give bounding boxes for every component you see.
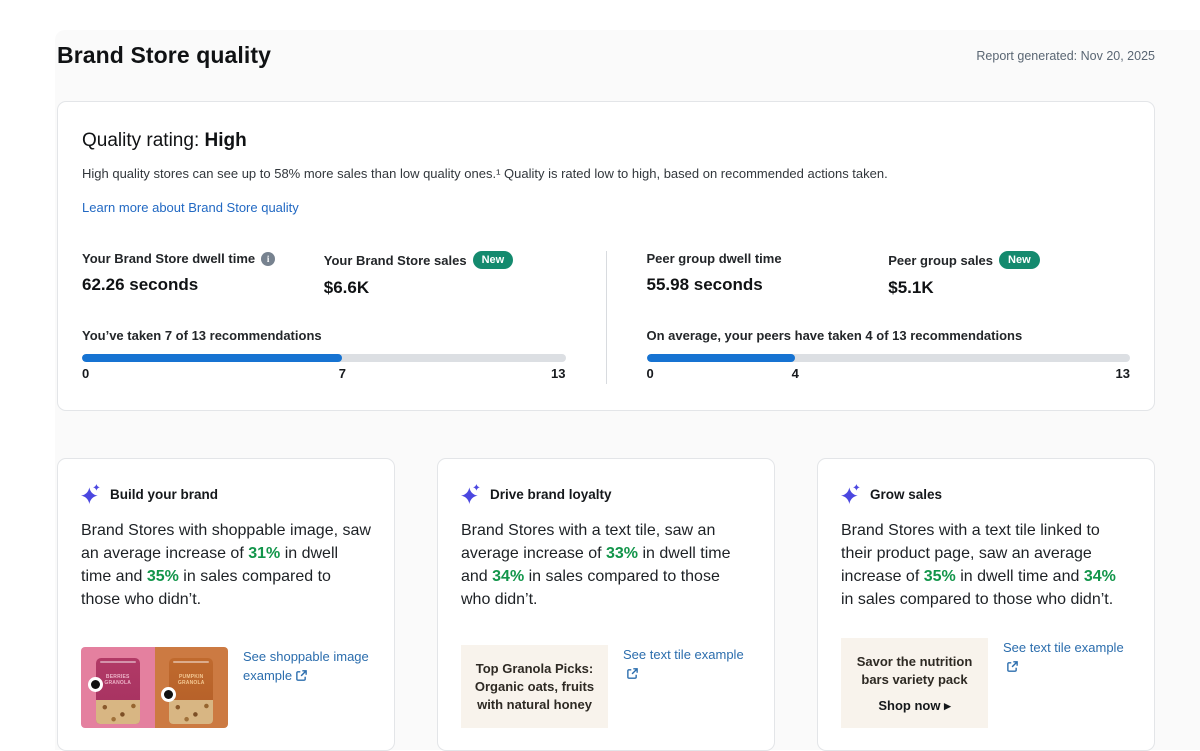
your-metrics-group: Your Brand Store dwell time i 62.26 seco… [82,251,606,384]
card-title: Drive brand loyalty [490,486,612,502]
scale-min: 0 [82,366,90,382]
progress-label: On average, your peers have taken 4 of 1… [646,328,1023,344]
report-generated-timestamp: Report generated: Nov 20, 2025 [976,48,1155,63]
recommendation-cards: Build your brand Brand Stores with shopp… [57,458,1155,751]
card-body: Brand Stores with a text tile linked to … [841,522,1116,609]
card-grow-sales: Grow sales Brand Stores with a text tile… [817,458,1155,751]
metric-value: 55.98 seconds [646,275,763,294]
quality-rating-line: Quality rating: High [82,130,1130,152]
metric-value: $6.6K [323,278,370,298]
see-text-tile-example-link[interactable]: See text tile example [623,645,751,683]
card-title: Grow sales [870,486,943,502]
card-drive-brand-loyalty: Drive brand loyalty Brand Stores with a … [437,458,775,751]
learn-more-link[interactable]: Learn more about Brand Store quality [82,200,299,215]
scale-max: 13 [1115,366,1130,382]
progress-bar [646,354,1130,363]
see-shoppable-image-example-link[interactable]: See shoppable image example [243,649,369,684]
card-build-your-brand: Build your brand Brand Stores with shopp… [57,458,395,751]
pumpkin-granola-bag: PUMPKIN GRANOLA [169,658,214,725]
card-title: Build your brand [110,486,218,502]
metric-label: Your Brand Store sales [323,252,467,268]
quality-description: High quality stores can see up to 58% mo… [82,166,888,181]
scale-min: 0 [646,366,654,382]
external-link-icon [627,668,638,680]
metric-value: 62.26 seconds [82,275,199,294]
shoppable-image-preview: BERRIES GRANOLA PUMPKIN GRANOLA [81,647,228,729]
sales-increase-pct: 35% [146,568,179,586]
page-header: Brand Store quality Report generated: No… [57,42,1155,69]
progress-scale: 0 7 13 [82,366,566,384]
metric-label: Your Brand Store dwell time [82,251,256,266]
progress-bar [82,354,566,363]
scale-current: 7 [338,366,346,382]
text-tile-preview: Top Granola Picks: Organic oats, fruits … [461,645,608,729]
progress-scale: 0 4 13 [647,366,1131,384]
metric-value: $5.1K [888,278,934,298]
berries-granola-bag: BERRIES GRANOLA [95,658,140,725]
metric-your-sales: Your Brand Store sales New $6.6K [324,251,566,298]
shoppable-tag-dot [160,687,176,703]
sales-increase-pct: 34% [1083,568,1116,586]
quality-rating-card: Quality rating: High High quality stores… [57,101,1155,412]
metric-label: Peer group sales [888,252,994,268]
progress-fill [82,354,343,363]
dwell-increase-pct: 35% [923,568,956,586]
card-body: Brand Stores with a text tile, saw an av… [461,522,731,609]
metric-peer-sales: Peer group sales New $5.1K [888,251,1130,298]
metric-your-dwell-time: Your Brand Store dwell time i 62.26 seco… [82,251,324,298]
metrics-row: Your Brand Store dwell time i 62.26 seco… [82,251,1131,385]
sparkle-icon [841,484,860,505]
progress-fill [646,354,796,363]
new-badge: New [999,251,1040,270]
external-link-icon [1007,661,1018,673]
info-icon[interactable]: i [261,251,276,266]
peer-recommendations-progress: On average, your peers have taken 4 of 1… [646,328,1131,384]
peer-metrics-group: Peer group dwell time 55.98 seconds Peer… [605,251,1131,385]
page-title: Brand Store quality [57,42,272,68]
your-recommendations-progress: You’ve taken 7 of 13 recommendations 0 7… [82,328,566,384]
dwell-increase-pct: 31% [248,545,281,563]
shop-now-label: Shop now ▸ [878,698,951,714]
external-link-icon [296,670,307,682]
card-body: Brand Stores with shoppable image, saw a… [81,522,371,609]
text-tile-preview: Savor the nutrition bars variety pack Sh… [841,638,988,729]
scale-current: 4 [791,366,799,382]
progress-label: You’ve taken 7 of 13 recommendations [82,328,322,344]
main-panel: Brand Store quality Report generated: No… [55,30,1200,751]
sales-increase-pct: 34% [492,568,525,586]
see-text-tile-example-link[interactable]: See text tile example [1003,638,1131,676]
dwell-increase-pct: 33% [605,545,639,563]
metric-peer-dwell-time: Peer group dwell time 55.98 seconds [647,251,889,298]
scale-max: 13 [551,366,566,382]
metric-label: Peer group dwell time [646,251,782,266]
quality-rating-label: Quality rating: [82,130,200,151]
sparkle-icon [461,484,480,505]
quality-rating-value: High [204,130,247,151]
shoppable-tag-dot [88,677,103,693]
new-badge: New [472,251,514,270]
sparkle-icon [81,484,100,505]
